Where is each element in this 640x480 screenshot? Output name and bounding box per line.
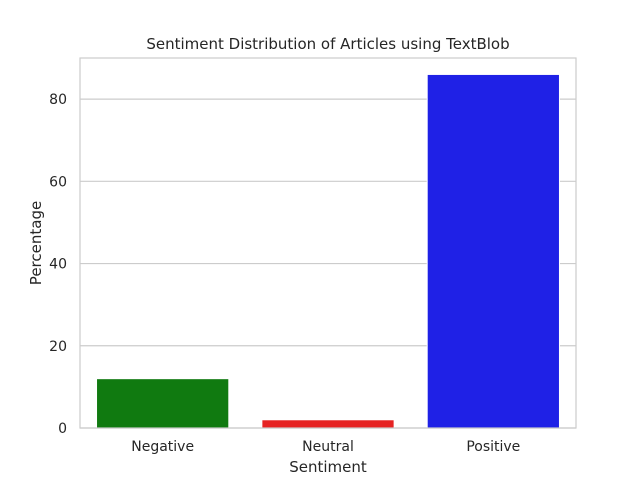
- y-tick-label: 80: [49, 92, 67, 108]
- y-axis-label: Percentage: [27, 201, 45, 285]
- x-tick-labels: Negative Neutral Positive: [131, 439, 520, 455]
- y-tick-label: 20: [49, 339, 67, 355]
- x-tick-label-negative: Negative: [131, 439, 194, 455]
- y-tick-label: 40: [49, 257, 67, 273]
- bar-positive: [426, 73, 560, 429]
- x-axis-label: Sentiment: [289, 458, 367, 476]
- x-tick-label-neutral: Neutral: [302, 439, 354, 455]
- y-tick-label: 60: [49, 174, 67, 190]
- y-tick-label: 0: [58, 421, 67, 437]
- bar-negative: [96, 378, 230, 429]
- plot-frame: [79, 57, 577, 429]
- chart-title: Sentiment Distribution of Articles using…: [146, 35, 509, 53]
- bar-neutral: [261, 419, 395, 429]
- x-tick-label-positive: Positive: [466, 439, 520, 455]
- bars: [96, 73, 560, 429]
- y-tick-labels: 0 20 40 60 80: [49, 92, 67, 437]
